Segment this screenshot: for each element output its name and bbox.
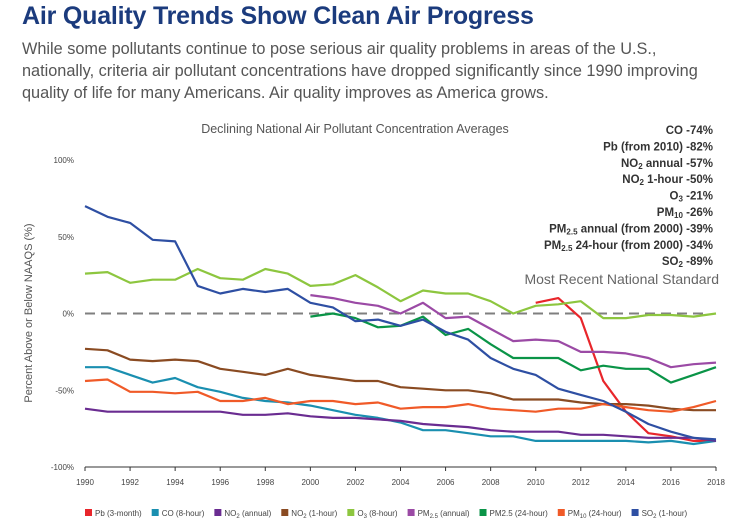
reduction-annotation: NO2 annual -57% bbox=[621, 158, 713, 171]
legend-label: CO (8-hour) bbox=[162, 509, 205, 518]
x-tick-label: 2006 bbox=[437, 478, 455, 487]
x-tick-label: 2018 bbox=[707, 478, 725, 487]
series-line-no2-annual- bbox=[84, 407, 717, 442]
x-tick-label: 2002 bbox=[347, 478, 365, 487]
legend-item: PM2.5 (annual) bbox=[407, 509, 470, 520]
legend-swatch bbox=[281, 509, 289, 516]
x-tick-label: 2012 bbox=[572, 478, 590, 487]
series-line-pm2-5-annual- bbox=[310, 294, 717, 369]
legend-swatch bbox=[557, 509, 565, 516]
reduction-annotation: PM2.5 annual (from 2000) -39% bbox=[549, 223, 713, 236]
legend-swatch bbox=[407, 509, 415, 516]
x-tick-label: 1996 bbox=[211, 478, 229, 487]
y-tick-label: 100% bbox=[54, 156, 74, 165]
legend-item: NO2 (1-hour) bbox=[281, 509, 338, 520]
series-line-co-8-hour- bbox=[85, 366, 717, 446]
x-tick-label: 2008 bbox=[482, 478, 500, 487]
page-title: Air Quality Trends Show Clean Air Progre… bbox=[22, 2, 534, 30]
legend-label: PM10 (24-hour) bbox=[568, 509, 622, 520]
series-line-pm10-24-hour- bbox=[84, 378, 717, 413]
reduction-annotation: PM2.5 24-hour (from 2000) -34% bbox=[544, 240, 713, 253]
legend-label: NO2 (1-hour) bbox=[291, 509, 337, 520]
legend-label: PM2.5 (annual) bbox=[418, 509, 470, 520]
legend-label: NO2 (annual) bbox=[224, 509, 271, 520]
x-tick-label: 2016 bbox=[662, 478, 680, 487]
x-tick-label: 2000 bbox=[301, 478, 319, 487]
legend-swatch bbox=[479, 509, 487, 516]
x-tick-label: 2014 bbox=[617, 478, 635, 487]
y-tick-label: -100% bbox=[51, 463, 74, 472]
legend-item: Pb (3-month) bbox=[85, 509, 142, 518]
legend-swatch bbox=[214, 509, 222, 516]
y-tick-label: 50% bbox=[58, 233, 74, 242]
y-tick-label: 0% bbox=[62, 310, 74, 319]
y-tick-label: -50% bbox=[55, 386, 74, 395]
reduction-annotation: O3 -21% bbox=[670, 191, 713, 204]
legend-swatch bbox=[631, 509, 639, 516]
chart-title: Declining National Air Pollutant Concent… bbox=[201, 122, 509, 136]
reduction-annotation: PM10 -26% bbox=[657, 207, 713, 220]
legend-item: O3 (8-hour) bbox=[347, 509, 398, 520]
legend-swatch bbox=[151, 509, 159, 516]
y-axis-label: Percent Above or Below NAAQS (%) bbox=[23, 223, 35, 402]
series-line-so2-1-hour- bbox=[84, 205, 717, 441]
reduction-annotation: SO2 -89% bbox=[662, 256, 713, 269]
series-line-pm2-5-24-hour- bbox=[310, 312, 717, 384]
x-tick-label: 1990 bbox=[76, 478, 94, 487]
legend-item: CO (8-hour) bbox=[151, 509, 205, 518]
reduction-annotation: Pb (from 2010) -82% bbox=[603, 141, 713, 153]
x-tick-label: 1998 bbox=[256, 478, 274, 487]
intro-paragraph: While some pollutants continue to pose s… bbox=[22, 40, 698, 102]
reference-line-label: Most Recent National Standard bbox=[524, 271, 719, 287]
legend-label: O3 (8-hour) bbox=[357, 509, 398, 520]
legend-swatch bbox=[85, 509, 92, 516]
legend-label: Pb (3-month) bbox=[95, 509, 142, 518]
x-tick-label: 2010 bbox=[527, 478, 545, 487]
legend-item: PM2.5 (24-hour) bbox=[479, 509, 549, 518]
reduction-annotation: CO -74% bbox=[666, 125, 713, 137]
legend-item: PM10 (24-hour) bbox=[557, 509, 622, 520]
x-tick-label: 1992 bbox=[121, 478, 139, 487]
legend-label: PM2.5 (24-hour) bbox=[490, 509, 549, 518]
reduction-annotation: NO2 1-hour -50% bbox=[622, 174, 713, 187]
legend-item: NO2 (annual) bbox=[214, 509, 272, 520]
legend-swatch bbox=[347, 509, 355, 516]
x-tick-label: 2004 bbox=[392, 478, 410, 487]
legend-label: SO2 (1-hour) bbox=[642, 509, 688, 520]
legend-item: SO2 (1-hour) bbox=[631, 509, 688, 520]
x-tick-label: 1994 bbox=[166, 478, 184, 487]
